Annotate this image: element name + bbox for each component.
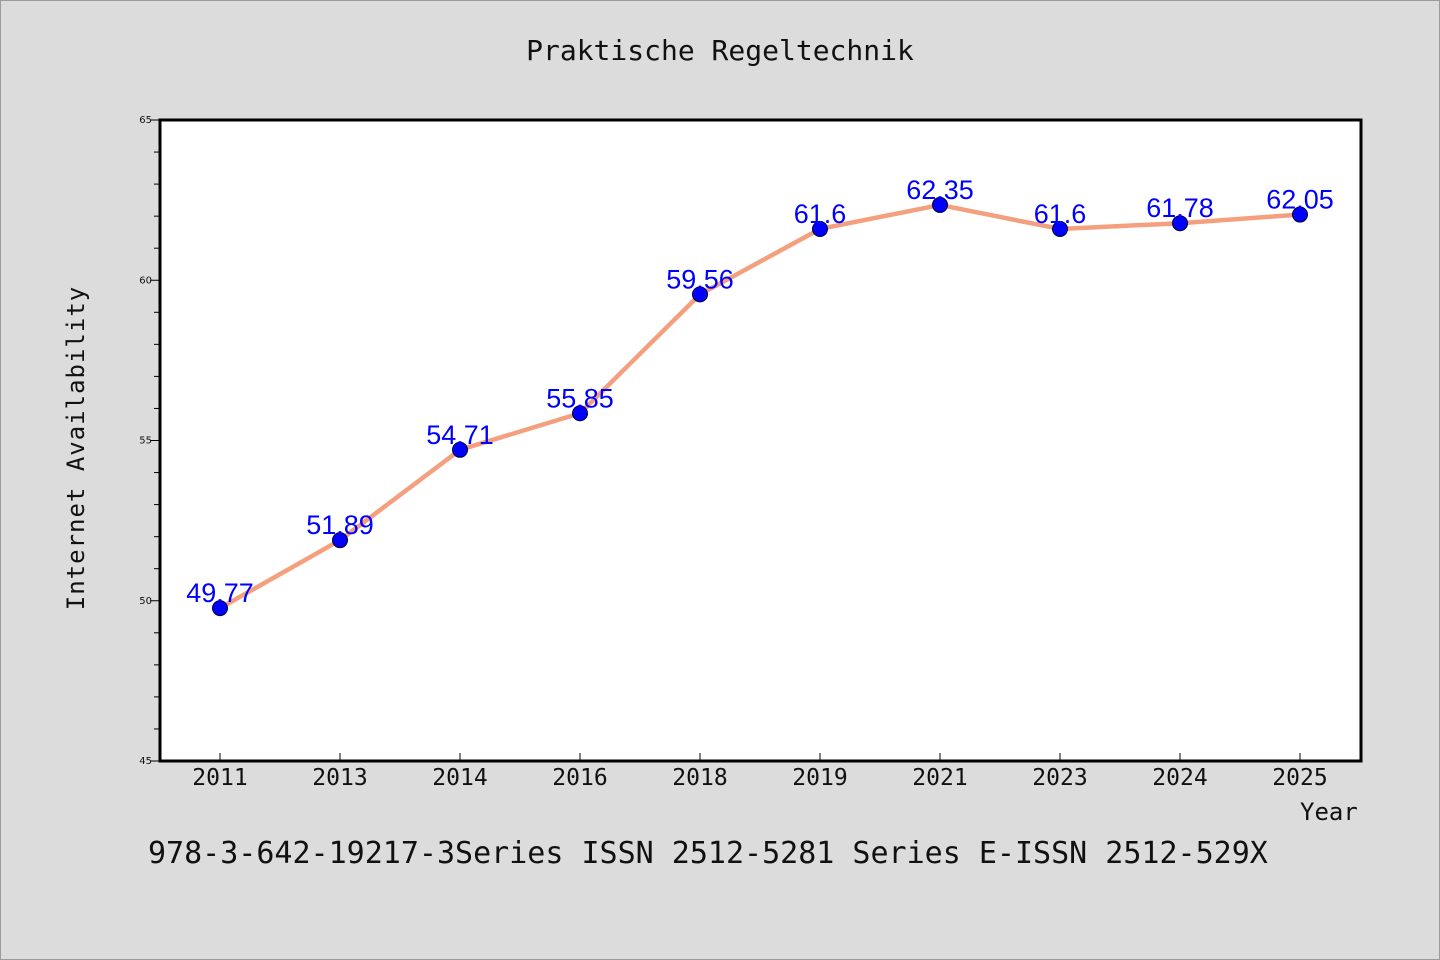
data-point (1292, 206, 1308, 223)
plot-area (158, 118, 1363, 763)
x-tick-label: 2016 (552, 765, 607, 791)
data-point (332, 532, 348, 549)
x-tick-label: 2025 (1272, 765, 1327, 791)
data-label: 62.35 (906, 175, 974, 205)
x-tick-label: 2024 (1152, 765, 1207, 791)
x-tick-label: 2013 (312, 765, 367, 791)
data-point (1172, 215, 1188, 232)
y-tick-label: 50 (139, 596, 152, 607)
data-label: 62.05 (1266, 185, 1334, 215)
data-label: 61.6 (794, 199, 847, 229)
data-point (692, 286, 708, 303)
x-tick-label: 2018 (672, 765, 727, 791)
isbn-footer: 978-3-642-19217-3Series ISSN 2512-5281 S… (148, 836, 1268, 871)
data-label: 51.89 (306, 510, 374, 540)
data-point (212, 600, 228, 617)
data-label: 49.77 (186, 578, 254, 608)
chart-title: Praktische Regeltechnik (526, 34, 914, 67)
series-line (217, 202, 1303, 611)
x-tick-label: 2019 (792, 765, 847, 791)
x-tick-label: 2011 (192, 765, 247, 791)
data-label: 55.85 (546, 383, 614, 413)
data-point (452, 441, 468, 458)
data-point (572, 405, 588, 422)
x-tick-label: 2021 (912, 765, 967, 791)
y-tick-label: 60 (139, 275, 152, 286)
data-labels: 49.77 51.89 54.71 55.85 59.56 61.6 62.35 61.6 61… (186, 175, 1334, 608)
y-tick-label: 55 (139, 436, 152, 447)
y-axis: 45 50 55 60 65 (139, 115, 160, 767)
data-label: 61.6 (1034, 199, 1087, 229)
data-label: 61.78 (1146, 193, 1214, 223)
data-point (1052, 220, 1068, 237)
y-tick-label: 45 (139, 756, 152, 767)
y-tick-label: 65 (139, 115, 152, 126)
data-point (932, 196, 948, 213)
data-point (812, 220, 828, 237)
x-tick-label: 2014 (432, 765, 487, 791)
x-tick-label: 2023 (1032, 765, 1087, 791)
x-axis-label: Year (1300, 798, 1358, 826)
series-group (212, 196, 1308, 617)
data-label: 59.56 (666, 264, 734, 294)
x-axis: 2011 2013 2014 2016 2018 2019 2021 2023 2024 2025 (192, 753, 1328, 791)
data-label: 54.71 (426, 420, 494, 450)
